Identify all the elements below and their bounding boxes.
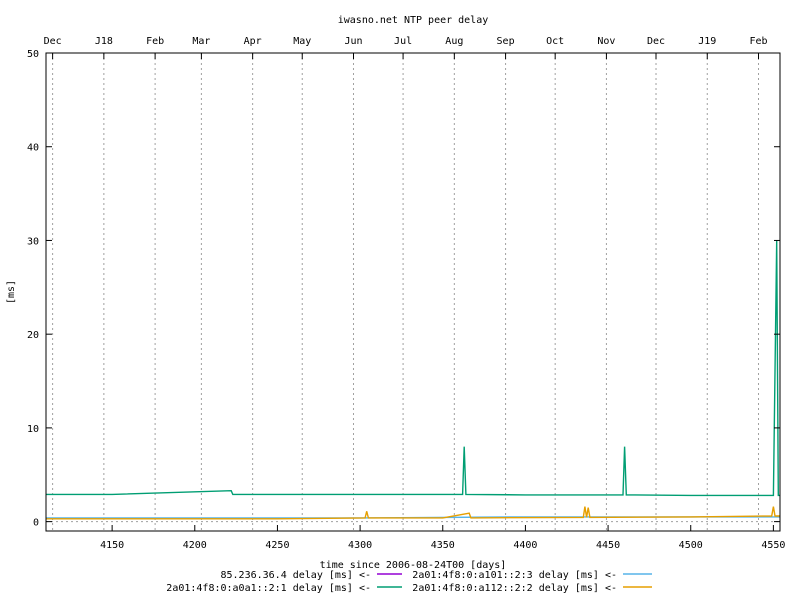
chart-title: iwasno.net NTP peer delay xyxy=(338,15,489,26)
legend-label: 2a01:4f8:0:a0a1::2:1 delay [ms] <- xyxy=(166,583,371,594)
x-tick-label: 4200 xyxy=(183,540,207,551)
legend: 85.236.36.4 delay [ms] <- 2a01:4f8:0:a101… xyxy=(166,570,652,594)
x-tick-label: 4300 xyxy=(348,540,372,551)
series-line-3 xyxy=(46,240,780,497)
y-tick-label: 10 xyxy=(27,424,39,435)
top-month-label: J19 xyxy=(698,36,716,47)
y-tick-label: 30 xyxy=(27,236,39,247)
x-tick-label: 4350 xyxy=(431,540,455,551)
top-month-label: Jul xyxy=(394,36,412,47)
plot-series xyxy=(46,240,780,520)
x-tick-label: 4150 xyxy=(100,540,124,551)
x-tick-label: 4450 xyxy=(596,540,620,551)
top-month-label: Dec xyxy=(44,36,62,47)
y-tick-label: 40 xyxy=(27,143,39,154)
top-month-label: Sep xyxy=(497,36,515,47)
series-line-4 xyxy=(46,506,780,520)
top-month-label: J18 xyxy=(95,36,113,47)
top-month-label: Apr xyxy=(244,36,262,47)
x-tick-label: 4550 xyxy=(761,540,785,551)
x-tick-label: 4500 xyxy=(679,540,703,551)
x-tick-label: 4250 xyxy=(265,540,289,551)
legend-label: 2a01:4f8:0:a101::2:3 delay [ms] <- xyxy=(412,570,617,581)
x-tick-label: 4400 xyxy=(513,540,537,551)
grid xyxy=(46,53,780,531)
top-month-label: May xyxy=(293,36,311,47)
top-month-label: Feb xyxy=(749,36,767,47)
y-tick-label: 20 xyxy=(27,330,39,341)
legend-label: 2a01:4f8:0:a112::2:2 delay [ms] <- xyxy=(412,583,617,594)
y-tick-label: 50 xyxy=(27,49,39,60)
plot-frame xyxy=(45,52,781,532)
y-tick-label: 0 xyxy=(33,518,39,529)
legend-label: 85.236.36.4 delay [ms] <- xyxy=(220,570,371,581)
y-axis-label: [ms] xyxy=(6,280,17,304)
top-month-label: Nov xyxy=(597,36,615,47)
top-month-label: Mar xyxy=(192,36,210,47)
axes: Dec J18 Feb Mar Apr May Jun Jul Aug Sep Oct Nov Dec J… xyxy=(27,36,785,551)
top-month-label: Dec xyxy=(647,36,665,47)
top-month-label: Oct xyxy=(546,36,564,47)
top-month-label: Feb xyxy=(146,36,164,47)
x-axis-label: time since 2006-08-24T00 [days] xyxy=(320,560,507,571)
top-month-label: Jun xyxy=(344,36,362,47)
top-month-label: Aug xyxy=(445,36,463,47)
